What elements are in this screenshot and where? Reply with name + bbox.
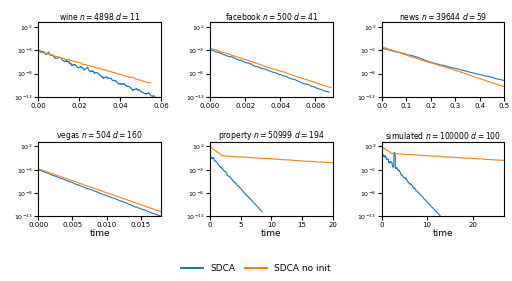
Title: simulated $n = 100000$ $d = 100$: simulated $n = 100000$ $d = 100$ bbox=[385, 130, 501, 141]
X-axis label: time: time bbox=[433, 229, 453, 238]
Title: wine $n = 4898$ $d = 11$: wine $n = 4898$ $d = 11$ bbox=[59, 11, 140, 22]
Title: facebook $n = 500$ $d = 41$: facebook $n = 500$ $d = 41$ bbox=[225, 11, 318, 22]
X-axis label: time: time bbox=[90, 229, 110, 238]
X-axis label: time: time bbox=[261, 229, 282, 238]
Legend: SDCA, SDCA no init: SDCA, SDCA no init bbox=[177, 260, 335, 277]
Title: vegas $n = 504$ $d = 160$: vegas $n = 504$ $d = 160$ bbox=[56, 129, 143, 142]
Title: property $n = 50999$ $d = 194$: property $n = 50999$ $d = 194$ bbox=[218, 129, 325, 142]
Title: news $n = 39644$ $d = 59$: news $n = 39644$ $d = 59$ bbox=[399, 11, 487, 22]
